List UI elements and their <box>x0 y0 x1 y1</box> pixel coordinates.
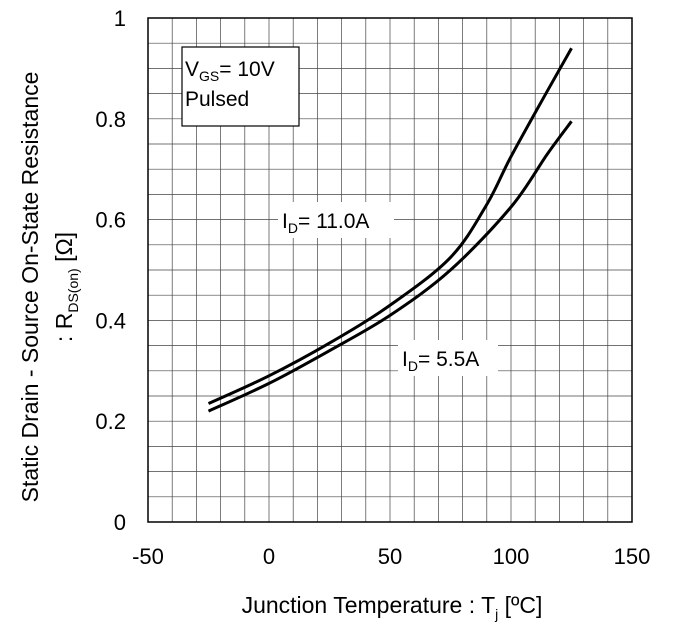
y-axis-title-line1: Static Drain - Source On-State Resistanc… <box>17 72 43 503</box>
legend-pulsed: Pulsed <box>185 88 249 111</box>
x-tick-label: 150 <box>614 544 651 569</box>
legend: VGS= 10V Pulsed <box>181 46 300 127</box>
x-tick-label: 50 <box>378 544 402 569</box>
y-tick-label: 0.4 <box>95 308 126 333</box>
y-axis-title-line2: : RDS(on) [Ω] <box>51 232 81 342</box>
series-line-id-11a <box>207 47 573 405</box>
legend-vgs: VGS= 10V <box>185 58 275 84</box>
series-label-id-5-5a: ID= 5.5A <box>398 340 498 376</box>
y-tick-label: 0 <box>114 510 126 535</box>
svg-text:ID= 11.0A: ID= 11.0A <box>282 210 369 236</box>
x-tick-labels: -50 0 50 100 150 <box>132 544 650 569</box>
series-label-id-11a: ID= 11.0A <box>278 202 394 238</box>
legend-box <box>181 46 300 127</box>
y-tick-label: 0.2 <box>95 409 126 434</box>
x-axis-title: Junction Temperature : Tj [ºC] <box>242 592 543 622</box>
plot-frame <box>147 17 633 523</box>
y-tick-label: 0.6 <box>95 208 126 233</box>
series-group <box>207 47 573 413</box>
y-tick-labels: 0 0.2 0.4 0.6 0.8 1 <box>95 6 126 535</box>
x-tick-label: 100 <box>493 544 530 569</box>
x-tick-label: 0 <box>263 544 275 569</box>
series-line-id-5-5a <box>207 120 573 413</box>
x-tick-label: -50 <box>132 544 164 569</box>
svg-text:ID= 5.5A: ID= 5.5A <box>402 348 479 374</box>
y-tick-label: 0.8 <box>95 107 126 132</box>
y-tick-label: 1 <box>114 6 126 31</box>
